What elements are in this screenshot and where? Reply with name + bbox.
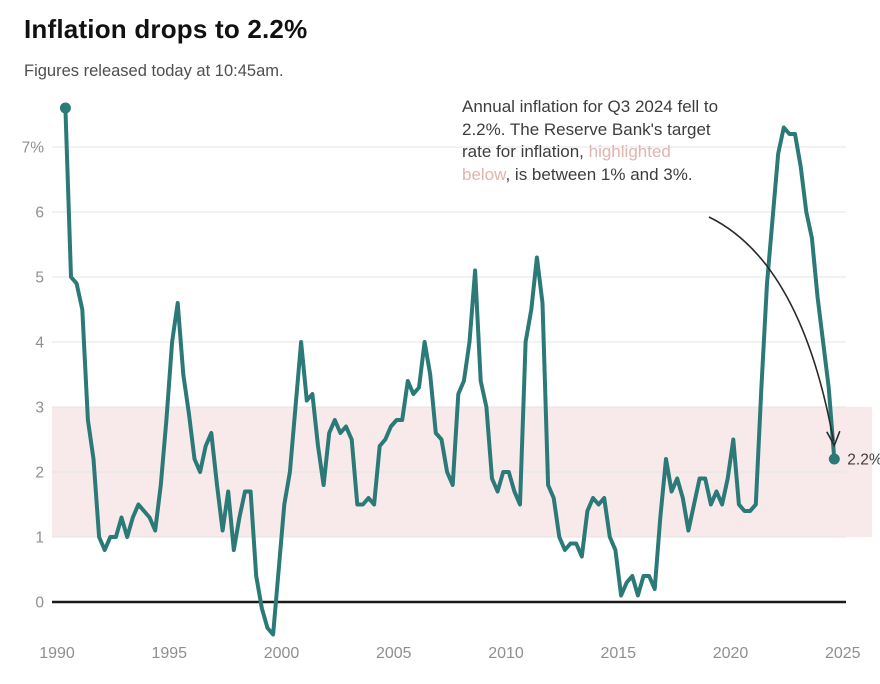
end-value-label: 2.2% [847,452,880,469]
annotation-arrow-head [826,430,841,448]
x-axis-label-1995: 1995 [151,645,187,662]
y-axis-label-6: 6 [35,205,44,222]
y-axis-label-7: 7% [22,140,45,157]
x-axis-label-2025: 2025 [825,645,861,662]
y-axis-label-0: 0 [35,595,44,612]
x-axis-labels: 1990 1995 2000 2005 2010 2015 2020 2025 [39,645,860,662]
y-axis-labels: 7% 6 5 4 3 2 1 0 [22,140,45,612]
gridlines [52,146,846,604]
x-axis-label-2015: 2015 [600,645,636,662]
inflation-line [63,106,837,637]
y-axis-label-1: 1 [35,530,44,547]
page-title: Inflation drops to 2.2% [24,14,308,44]
annotation-text-after: , is between 1% and 3%. [505,164,693,184]
annotation-text-before: Annual inflation for Q3 2024 fell to 2.2… [462,97,719,162]
annotation-highlight: highlighted below [462,142,671,184]
x-axis-label-2020: 2020 [713,645,749,662]
x-axis-label-2005: 2005 [376,645,412,662]
annotation-arrow [708,216,835,442]
end-point-marker [828,453,840,465]
start-point-marker [59,102,71,114]
annotation-note: Annual inflation for Q3 2024 fell to 2.2… [462,96,722,186]
x-axis-label-2010: 2010 [488,645,524,662]
y-axis-label-4: 4 [35,335,44,352]
y-axis-label-3: 3 [35,400,44,417]
y-axis-label-2: 2 [35,465,44,482]
y-axis-label-5: 5 [35,270,44,287]
x-axis-label-1990: 1990 [39,645,75,662]
subtitle: Figures released today at 10:45am. [24,62,284,80]
x-axis-label-2000: 2000 [264,645,300,662]
